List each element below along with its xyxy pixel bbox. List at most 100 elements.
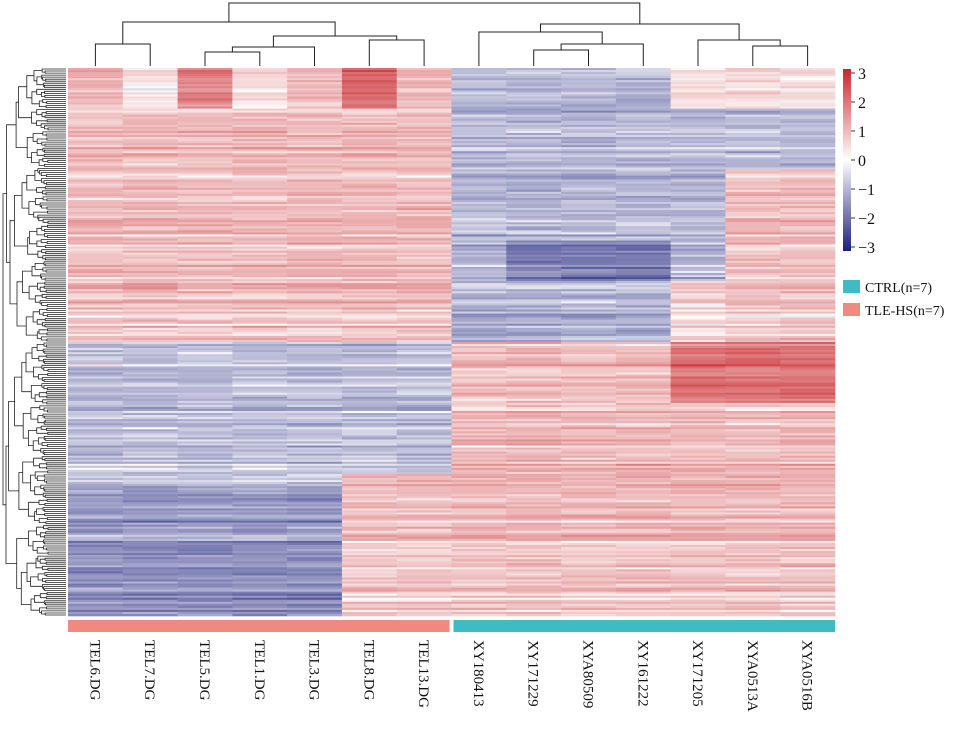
heatmap-cell xyxy=(561,524,617,527)
heatmap-cell xyxy=(122,561,178,564)
heatmap-cell xyxy=(68,96,124,99)
heatmap-cell xyxy=(177,329,233,333)
heatmap-cell xyxy=(670,447,726,450)
heatmap-cell xyxy=(68,128,124,132)
heatmap-cell xyxy=(670,130,726,134)
heatmap-cell xyxy=(615,473,671,477)
dendrogram-branch xyxy=(42,157,66,162)
heatmap-cell xyxy=(341,516,398,519)
heatmap-cell xyxy=(615,413,671,416)
heatmap-cell xyxy=(232,443,288,446)
heatmap-cell xyxy=(451,254,507,258)
heatmap-cell xyxy=(232,480,288,483)
heatmap-cell xyxy=(122,490,178,493)
heatmap-cell xyxy=(615,475,671,479)
heatmap-cell xyxy=(68,415,124,418)
heatmap-cell xyxy=(506,404,562,408)
dendrogram-branch xyxy=(533,49,589,66)
heatmap-cell xyxy=(780,163,836,166)
heatmap-cell xyxy=(670,258,726,262)
heatmap-cell xyxy=(122,244,178,247)
heatmap-cell xyxy=(232,411,288,414)
heatmap-cell xyxy=(561,480,617,483)
heatmap-cell xyxy=(341,396,398,400)
heatmap-cell xyxy=(725,114,781,118)
heatmap-cell xyxy=(341,68,398,71)
heatmap-cell xyxy=(122,372,178,375)
heatmap-cell xyxy=(670,114,726,118)
heatmap-cell xyxy=(615,569,671,572)
heatmap-cell xyxy=(615,277,671,280)
heatmap-cell xyxy=(725,224,781,227)
heatmap-cell xyxy=(68,534,124,538)
heatmap-cell xyxy=(780,360,836,363)
heatmap-cell xyxy=(725,242,781,245)
dendrogram-branch xyxy=(41,68,66,73)
heatmap-cell xyxy=(122,256,178,260)
heatmap-cell xyxy=(396,408,452,412)
heatmap-cell xyxy=(506,183,562,187)
heatmap-cell xyxy=(506,425,562,428)
heatmap-cell xyxy=(780,230,836,233)
heatmap-cell xyxy=(232,508,288,511)
heatmap-cell xyxy=(177,534,233,538)
heatmap-cell xyxy=(615,370,671,373)
heatmap-cell xyxy=(232,153,288,156)
heatmap-cell xyxy=(177,467,233,471)
heatmap-cell xyxy=(68,508,124,511)
heatmap-cell xyxy=(615,388,671,392)
heatmap-cell xyxy=(177,390,233,394)
heatmap-cell xyxy=(725,212,781,215)
heatmap-cell xyxy=(725,173,781,176)
heatmap-cell xyxy=(725,380,781,383)
heatmap-cell xyxy=(561,601,617,605)
heatmap-cell xyxy=(561,360,617,363)
heatmap-cell xyxy=(177,102,233,105)
heatmap-cell xyxy=(725,281,781,284)
heatmap-cell xyxy=(561,256,617,260)
heatmap-cell xyxy=(68,475,124,479)
dendrogram-branch xyxy=(47,431,66,435)
heatmap-cell xyxy=(615,283,671,286)
heatmap-cell xyxy=(561,94,617,97)
heatmap-cell xyxy=(615,323,671,327)
heatmap-cell xyxy=(287,402,343,406)
heatmap-cell xyxy=(177,70,233,73)
heatmap-cell xyxy=(780,392,836,396)
heatmap-cell xyxy=(561,134,617,138)
heatmap-cell xyxy=(232,526,288,530)
heatmap-cell xyxy=(122,98,178,101)
heatmap-cell xyxy=(506,191,562,195)
heatmap-cell xyxy=(177,613,233,617)
heatmap-cell xyxy=(341,471,398,475)
heatmap-cell xyxy=(287,299,343,302)
heatmap-cell xyxy=(232,467,288,471)
heatmap-cell xyxy=(396,502,452,505)
heatmap-cell xyxy=(780,272,836,276)
heatmap-cell xyxy=(451,317,507,320)
heatmap-cell xyxy=(396,400,452,404)
heatmap-cell xyxy=(287,175,343,178)
heatmap-cell xyxy=(725,356,781,359)
heatmap-cell xyxy=(561,528,617,532)
heatmap-cell xyxy=(68,342,124,345)
heatmap-cell xyxy=(670,185,726,189)
heatmap-cell xyxy=(287,307,343,310)
heatmap-cell xyxy=(506,549,562,552)
heatmap-cell xyxy=(670,544,726,548)
heatmap-cell xyxy=(780,372,836,375)
heatmap-cell xyxy=(561,122,617,126)
heatmap-cell xyxy=(506,100,562,103)
heatmap-cell xyxy=(725,457,781,461)
heatmap-cell xyxy=(287,591,343,594)
heatmap-cell xyxy=(396,321,452,325)
heatmap-cell xyxy=(232,252,288,256)
heatmap-cell xyxy=(341,579,398,582)
heatmap-cell xyxy=(780,435,836,438)
heatmap-cell xyxy=(396,240,452,243)
heatmap-cell xyxy=(615,402,671,406)
heatmap-cell xyxy=(232,601,288,605)
heatmap-cell xyxy=(561,76,617,79)
heatmap-cell xyxy=(287,143,343,146)
heatmap-cell xyxy=(725,234,781,237)
